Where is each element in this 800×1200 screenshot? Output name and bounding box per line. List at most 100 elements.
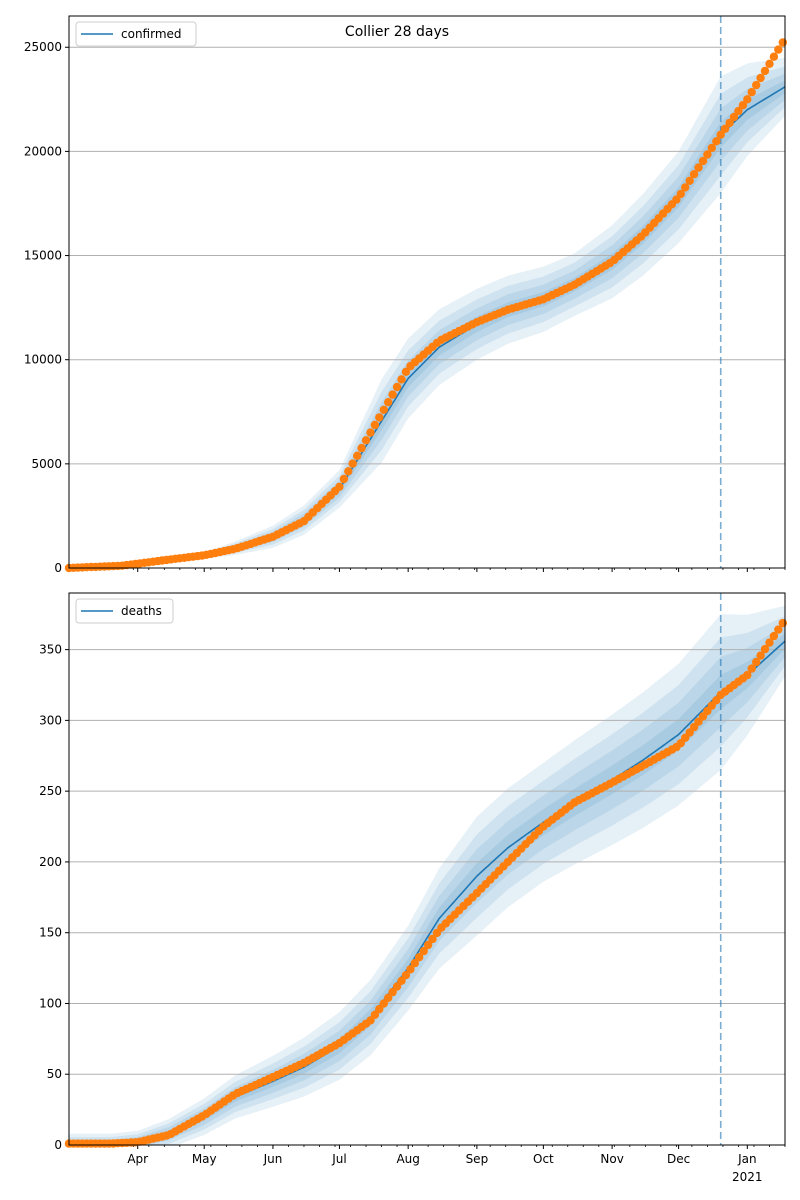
- observed-point: [743, 670, 752, 680]
- observed-point: [361, 436, 371, 445]
- uncertainty-band-4: [69, 633, 785, 1145]
- y-tick-label: 250: [39, 784, 62, 798]
- x-tick-label: Aug: [396, 1152, 419, 1166]
- x-tick-label: Sep: [466, 1152, 489, 1166]
- observed-point: [676, 189, 685, 199]
- y-tick-label: 20000: [24, 144, 62, 158]
- observed-point: [747, 88, 756, 97]
- x-tick-label: Dec: [667, 1152, 690, 1166]
- observed-point: [379, 999, 388, 1008]
- observed-point: [384, 398, 393, 407]
- legend-label: deaths: [121, 604, 162, 618]
- y-tick-label: 300: [39, 713, 62, 727]
- uncertainty-band-1: [69, 57, 785, 568]
- observed-point: [357, 443, 366, 453]
- observed-point: [375, 413, 384, 422]
- observed-point: [375, 1004, 384, 1014]
- x-tick-sublabel: 2021: [732, 1170, 763, 1184]
- observed-point: [720, 124, 730, 133]
- observed-point: [392, 982, 402, 991]
- chart-title: Collier 28 days: [345, 24, 449, 40]
- observed-point: [752, 657, 761, 667]
- observed-point: [401, 367, 411, 376]
- observed-point: [353, 451, 362, 460]
- observed-point: [769, 631, 779, 641]
- observed-point: [694, 163, 703, 172]
- observed-point: [392, 382, 402, 392]
- observed-point: [725, 118, 734, 128]
- observed-point: [738, 101, 748, 110]
- observed-point: [756, 651, 765, 660]
- observed-point: [685, 176, 694, 185]
- y-tick-label: 50: [47, 1067, 62, 1081]
- axes-frame: [68, 592, 786, 1146]
- observed-point: [370, 1010, 380, 1019]
- uncertainty-band-3: [69, 73, 785, 568]
- deaths-panel: 0 50 100 150 200 250 300 350 Apr May Jun Jul Aug Sep O…: [39, 592, 787, 1184]
- x-tick-label: Jan: [737, 1152, 757, 1166]
- observed-point: [379, 405, 388, 414]
- observed-point: [765, 59, 774, 68]
- observed-point: [707, 143, 716, 153]
- observed-point: [743, 95, 752, 104]
- y-tick-label: 100: [39, 996, 62, 1010]
- observed-point: [778, 618, 787, 628]
- observed-point: [760, 644, 770, 654]
- y-tick-label: 10000: [24, 353, 62, 367]
- legend-box: [75, 598, 174, 624]
- observed-point: [752, 80, 761, 90]
- x-tick-label: Apr: [127, 1152, 148, 1166]
- y-tick-label: 25000: [24, 40, 62, 54]
- uncertainty-band-2: [69, 66, 785, 569]
- uncertainty-band-3: [69, 625, 785, 1145]
- observed-point: [689, 170, 699, 179]
- observed-point: [774, 625, 783, 634]
- observed-point: [370, 420, 380, 430]
- uncertainty-band-1: [69, 605, 785, 1145]
- observed-point: [384, 993, 393, 1002]
- observed-point: [406, 965, 415, 974]
- y-tick-label: 200: [39, 855, 62, 869]
- observed-point: [774, 45, 783, 54]
- observed-point: [716, 130, 725, 139]
- observed-point: [348, 459, 357, 468]
- confirmed-panel: 0 5000 10000 15000 20000 25000 confirmed Collie…: [24, 15, 787, 575]
- observed-point: [397, 375, 406, 384]
- legend-label: confirmed: [121, 27, 182, 41]
- observed-point: [366, 428, 375, 437]
- observed-point: [681, 183, 690, 192]
- observed-point: [401, 971, 411, 980]
- observed-point: [765, 638, 774, 647]
- y-tick-label: 350: [39, 643, 62, 657]
- y-tick-label: 0: [54, 1138, 62, 1152]
- observed-point: [698, 156, 708, 166]
- legend-box: [75, 21, 197, 47]
- observed-point: [339, 474, 349, 484]
- observed-point: [428, 934, 437, 944]
- observed-point: [672, 195, 681, 204]
- observed-point: [415, 953, 424, 962]
- observed-point: [423, 940, 433, 950]
- observed-point: [419, 946, 428, 956]
- observed-point: [344, 467, 353, 476]
- observed-point: [729, 112, 739, 122]
- x-tick-label: Nov: [600, 1152, 623, 1166]
- x-tick-label: Jul: [331, 1152, 346, 1166]
- x-tick-label: May: [192, 1152, 217, 1166]
- uncertainty-band-2: [69, 616, 785, 1145]
- y-tick-label: 15000: [24, 249, 62, 263]
- x-tick-label: Oct: [533, 1152, 554, 1166]
- observed-point: [778, 38, 787, 47]
- observed-point: [747, 664, 756, 673]
- observed-point: [734, 106, 743, 116]
- y-tick-label: 150: [39, 926, 62, 940]
- y-tick-label: 0: [54, 561, 62, 575]
- observed-point: [760, 66, 770, 76]
- observed-point: [335, 482, 344, 491]
- observed-point: [756, 73, 765, 83]
- x-tick-label: Jun: [263, 1152, 283, 1166]
- observed-point: [712, 137, 721, 146]
- observed-point: [703, 150, 712, 159]
- observed-point: [388, 390, 397, 399]
